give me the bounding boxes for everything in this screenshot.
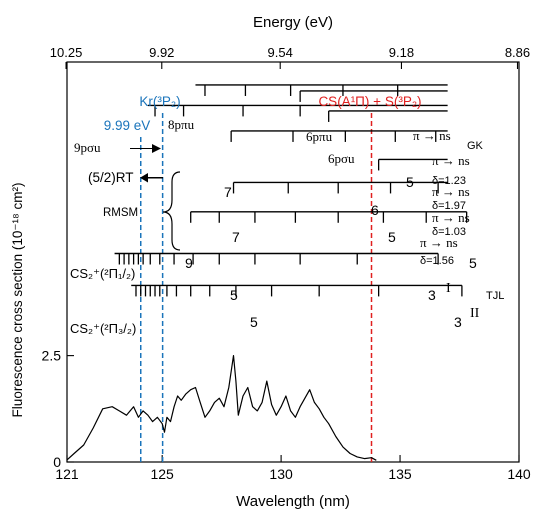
y-tick-label: 0 (53, 454, 61, 470)
x-tick-label: 121 (55, 466, 79, 482)
prog-num-6: 6 (371, 202, 379, 218)
label-6p-sigma-u: 6pσu (328, 151, 355, 166)
x-tick-label: 140 (507, 466, 531, 482)
arrow-right-icon (130, 144, 161, 153)
x2-tick-label: 8.86 (505, 45, 530, 60)
prog-num-3a: 3 (428, 287, 436, 303)
x-tick-label: 135 (388, 466, 412, 482)
arrow-left-icon (140, 173, 163, 183)
x2-tick-label: 9.92 (149, 45, 174, 60)
x2-tick-label: 9.54 (268, 45, 293, 60)
prog-num-7b: 7 (232, 229, 240, 245)
delta-1-03: δ=1.03 (432, 226, 466, 238)
cs-label: CS(A¹Π) + S(³P₂) (318, 94, 421, 109)
ev-label: 9.99 eV (104, 118, 151, 133)
x2-tick-label: 10.25 (50, 45, 83, 60)
prog-num-3b: 3 (454, 314, 462, 330)
x-tick-label: 125 (150, 466, 174, 482)
prog-num-5b: 5 (388, 229, 396, 245)
gk-label: GK (467, 140, 484, 152)
rmsm-brace (162, 171, 181, 251)
x-tick-label: 130 (269, 466, 293, 482)
delta-1-56: δ=1.56 (420, 255, 454, 267)
top-axis-title: Energy (eV) (253, 14, 333, 31)
rt-label: (5/2)RT (88, 170, 134, 185)
delta-1-97: δ=1.97 (432, 200, 466, 212)
y-axis-title: Fluorescence cross section (10⁻¹⁸ cm²) (10, 183, 25, 418)
label-9p-sigma-u: 9pσu (74, 140, 101, 155)
cs2-threehalf-label: CS₂⁺(²Π₃/₂) (70, 321, 136, 336)
label-8p-pi-u: 8pπu (168, 117, 195, 132)
pi-ns-2: π → ns (432, 184, 470, 199)
tjl-label: TJL (486, 290, 504, 302)
pi-ns-gk: π → ns (413, 128, 451, 143)
kr-label: Kr(³P₂) (139, 94, 180, 109)
prog-num-5e: 5 (250, 314, 258, 330)
pi-ns-4: π → ns (420, 235, 458, 250)
bottom-axis-title: Wavelength (nm) (236, 493, 350, 510)
prog-num-5c: 5 (469, 255, 477, 271)
roman-ii: II (470, 306, 480, 321)
x2-tick-label: 9.18 (389, 45, 414, 60)
prog-num-9: 9 (185, 255, 193, 271)
reference-lines (139, 113, 373, 462)
series-layer (66, 355, 377, 461)
pi-ns-3: π → ns (432, 210, 470, 225)
axis-ticks: 121 125 130 135 140 0 2.5 10.25 9.92 9.54 9.18 8.86 (42, 45, 531, 482)
prog-num-5d: 5 (230, 287, 238, 303)
delta-1-23: δ=1.23 (432, 175, 466, 187)
pi-ns-1: π → ns (432, 153, 470, 168)
assignment-progressions (114, 84, 468, 297)
roman-i: I (446, 281, 451, 296)
rmsm-label: RMSM (103, 207, 138, 219)
spectrum-line (66, 355, 377, 461)
plot-frame (66, 61, 520, 463)
cs2-half-label: CS₂⁺(²Π₁/₂) (70, 266, 135, 281)
y-tick-label: 2.5 (42, 348, 62, 364)
prog-num-7a: 7 (224, 184, 232, 200)
prog-num-5a: 5 (406, 174, 414, 190)
label-6p-pi-u: 6pπu (306, 129, 333, 144)
